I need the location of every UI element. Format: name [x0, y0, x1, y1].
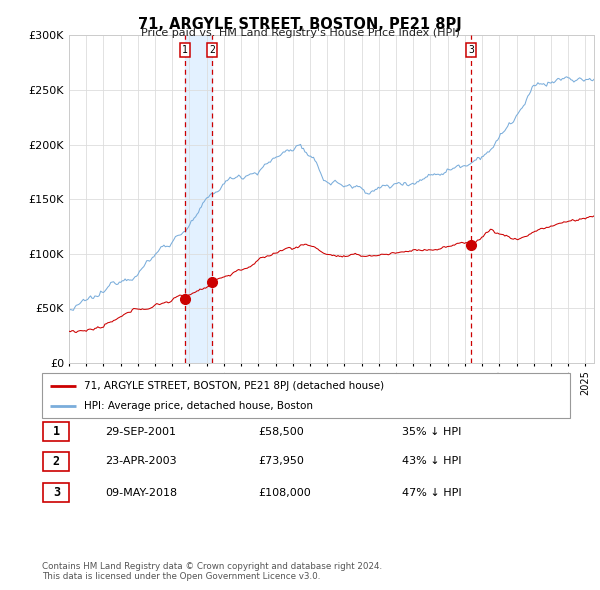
Text: 1: 1 — [53, 425, 60, 438]
Text: £73,950: £73,950 — [258, 457, 304, 466]
Text: £108,000: £108,000 — [258, 488, 311, 497]
Text: 1: 1 — [182, 45, 188, 55]
Text: 43% ↓ HPI: 43% ↓ HPI — [402, 457, 461, 466]
Text: 71, ARGYLE STREET, BOSTON, PE21 8PJ: 71, ARGYLE STREET, BOSTON, PE21 8PJ — [138, 17, 462, 31]
Text: 35% ↓ HPI: 35% ↓ HPI — [402, 427, 461, 437]
Text: 2: 2 — [209, 45, 215, 55]
Text: £58,500: £58,500 — [258, 427, 304, 437]
Text: 71, ARGYLE STREET, BOSTON, PE21 8PJ (detached house): 71, ARGYLE STREET, BOSTON, PE21 8PJ (det… — [84, 381, 385, 391]
Text: Price paid vs. HM Land Registry's House Price Index (HPI): Price paid vs. HM Land Registry's House … — [140, 28, 460, 38]
Text: This data is licensed under the Open Government Licence v3.0.: This data is licensed under the Open Gov… — [42, 572, 320, 581]
Bar — [185, 35, 212, 363]
Text: 3: 3 — [53, 486, 60, 499]
Text: 3: 3 — [468, 45, 474, 55]
Text: 47% ↓ HPI: 47% ↓ HPI — [402, 488, 461, 497]
Text: Contains HM Land Registry data © Crown copyright and database right 2024.: Contains HM Land Registry data © Crown c… — [42, 562, 382, 571]
Text: 2: 2 — [53, 455, 60, 468]
Text: 29-SEP-2001: 29-SEP-2001 — [105, 427, 176, 437]
Text: HPI: Average price, detached house, Boston: HPI: Average price, detached house, Bost… — [84, 401, 313, 411]
Text: 09-MAY-2018: 09-MAY-2018 — [105, 488, 177, 497]
Text: 23-APR-2003: 23-APR-2003 — [105, 457, 176, 466]
